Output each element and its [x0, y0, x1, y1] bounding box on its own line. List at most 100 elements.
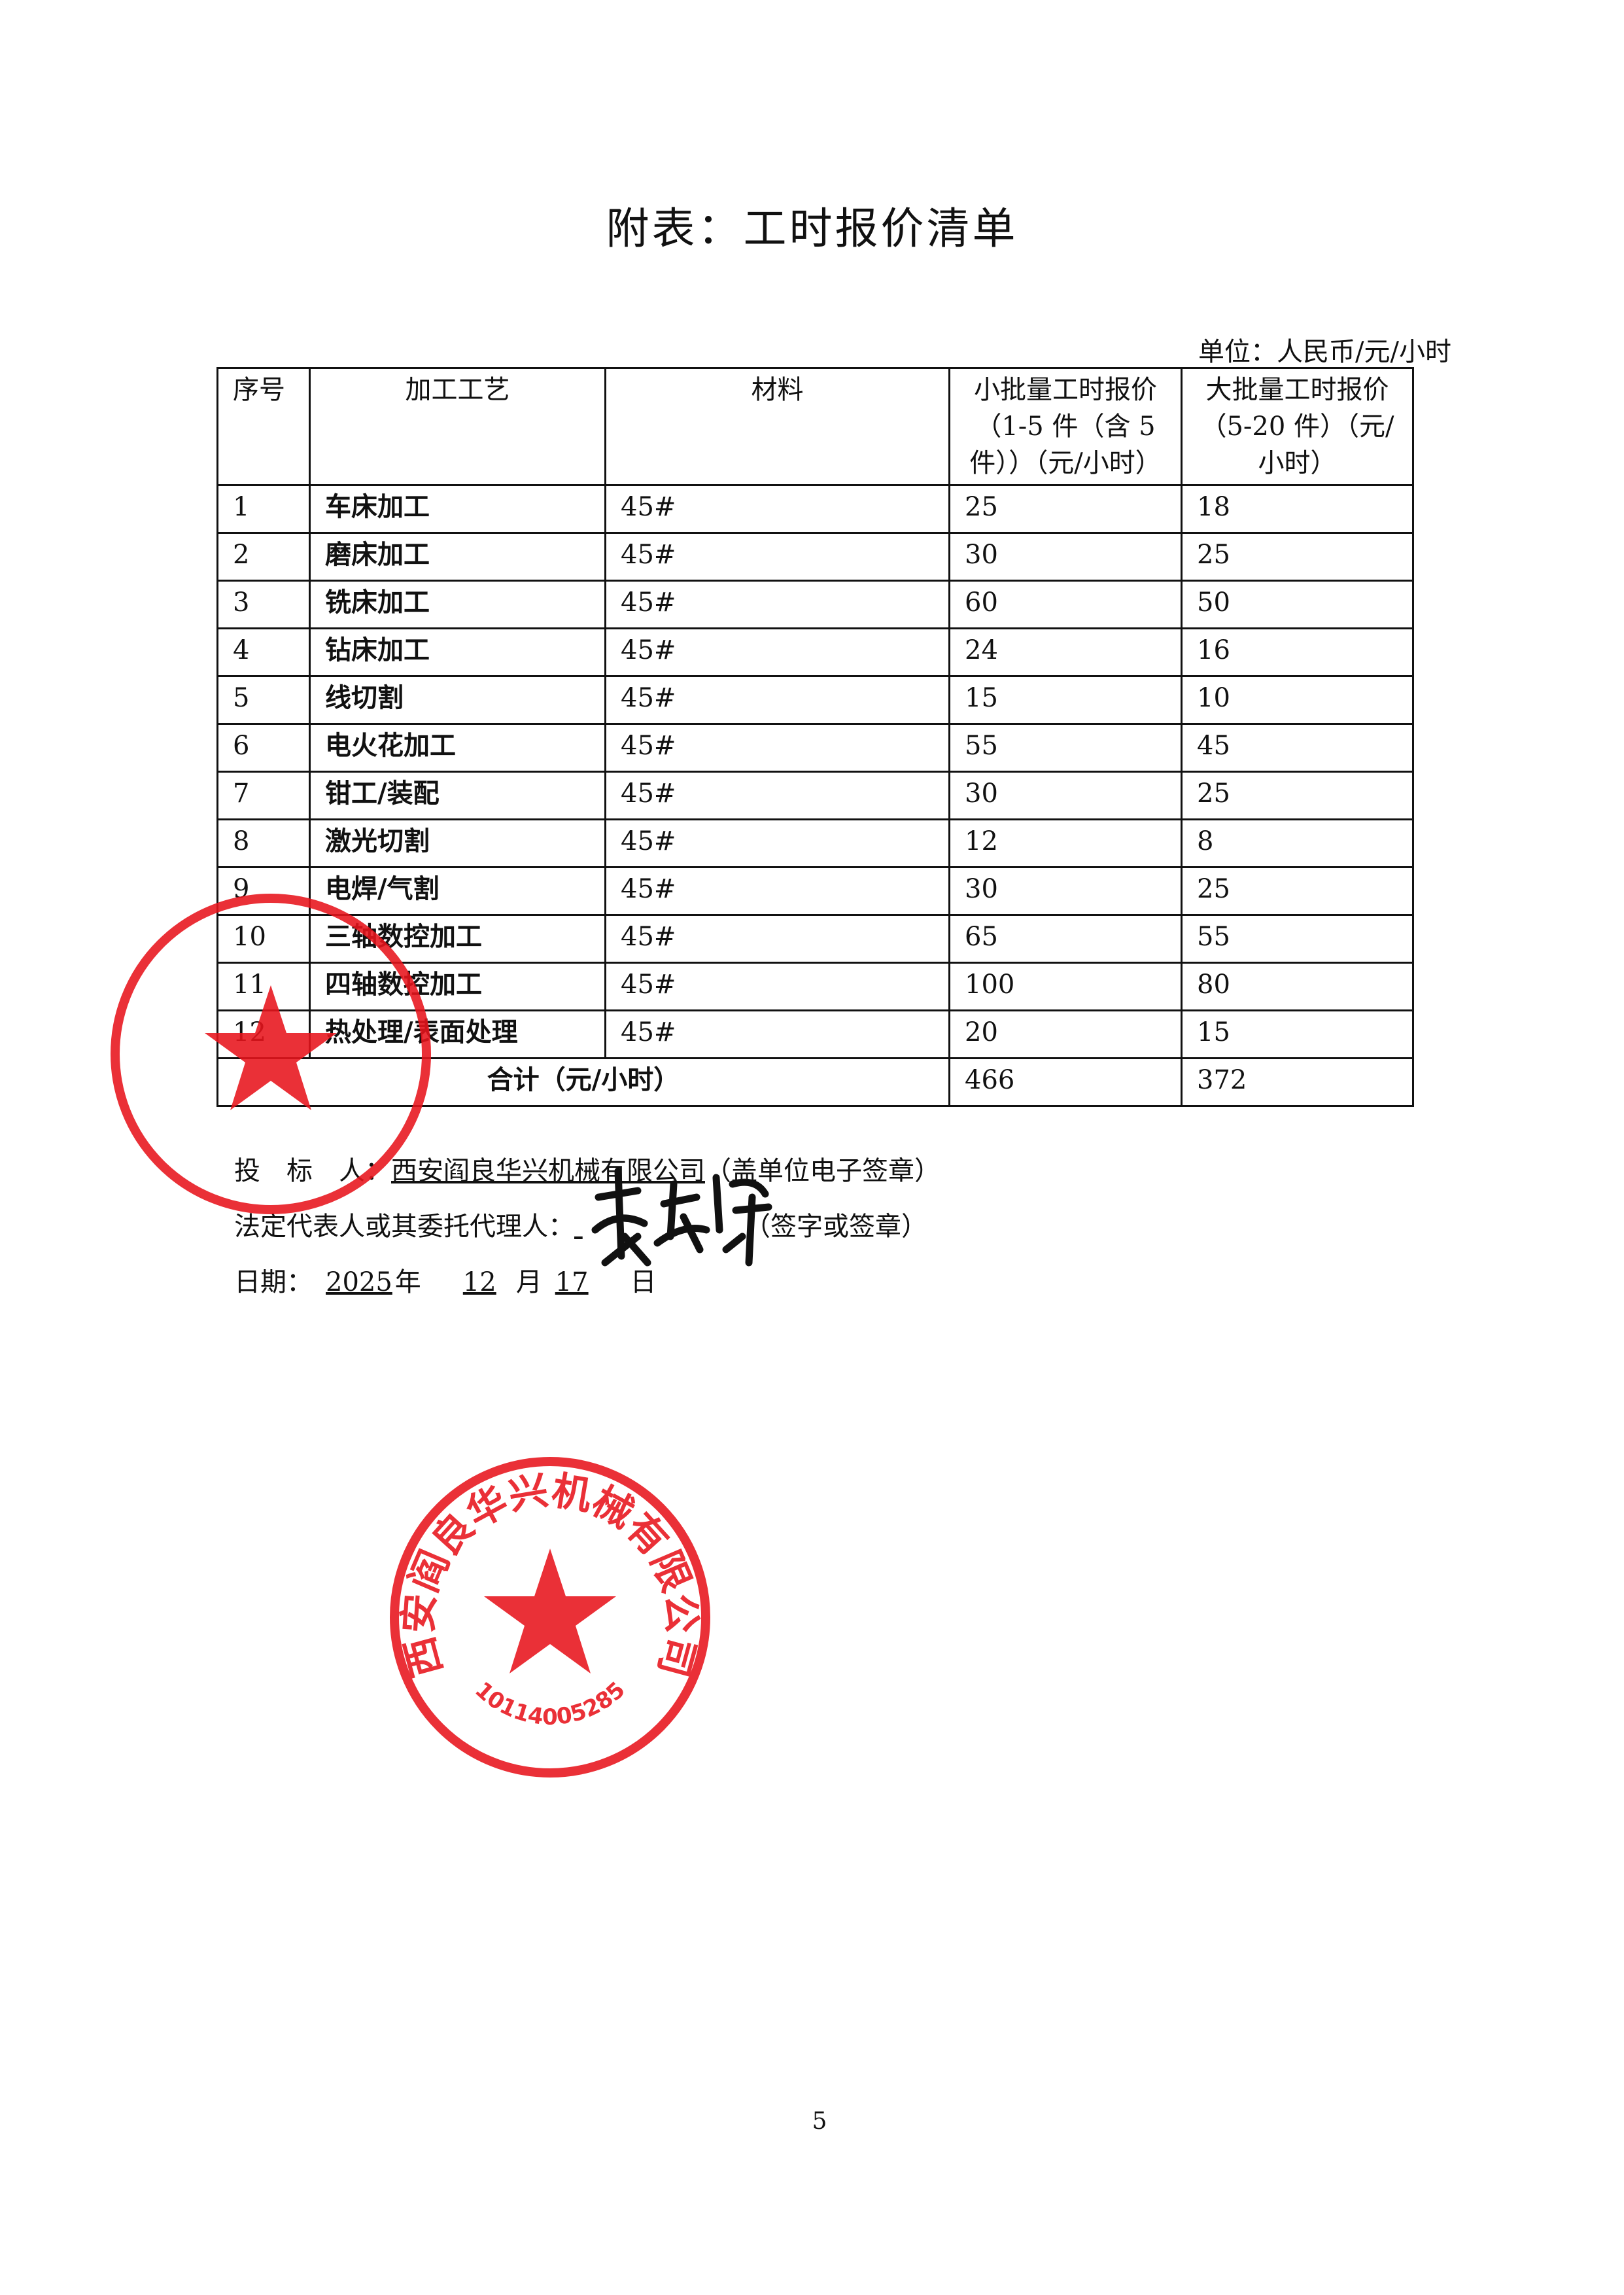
table-row: 8 激光切割 45# 12 8	[216, 818, 1414, 868]
row-large-batch-price: 18	[1181, 484, 1414, 534]
row-small-batch-price: 100	[948, 962, 1183, 1011]
table-row: 2 磨床加工 45# 30 25	[216, 532, 1414, 582]
date-month: 12	[462, 1267, 496, 1297]
row-process: 电火花加工	[309, 723, 606, 773]
row-number: 3	[216, 580, 311, 629]
representative-line: 法定代表人或其委托代理人： （签字或签章）	[234, 1205, 927, 1243]
table-row: 10 三轴数控加工 45# 65 55	[216, 914, 1414, 964]
row-small-batch-price: 60	[948, 580, 1183, 629]
date-line: 日期： 2025 年 12 月 17 日	[234, 1261, 657, 1299]
total-small: 466	[948, 1057, 1183, 1107]
row-small-batch-price: 12	[948, 818, 1183, 868]
row-material: 45#	[604, 771, 950, 820]
page-title: 附表：工时报价清单	[606, 203, 1018, 254]
row-material: 45#	[604, 1009, 950, 1059]
month-unit: 月	[515, 1267, 542, 1297]
row-small-batch-price: 25	[948, 484, 1183, 534]
star-icon	[205, 985, 337, 1110]
row-number: 9	[216, 866, 311, 916]
rep-note: （签字或签章）	[744, 1212, 927, 1242]
table-row: 7 钳工/装配 45# 30 25	[216, 771, 1414, 820]
header-process: 加工工艺	[309, 367, 606, 486]
seal-ring	[390, 1457, 710, 1778]
row-process: 车床加工	[309, 484, 606, 534]
star-icon	[484, 1549, 616, 1673]
table-row: 1 车床加工 45# 25 18	[216, 484, 1414, 534]
row-small-batch-price: 65	[948, 914, 1183, 964]
row-process: 电焊/气割	[309, 866, 606, 916]
row-small-batch-price: 15	[948, 675, 1183, 725]
row-material: 45#	[604, 723, 950, 773]
row-process: 钻床加工	[309, 627, 606, 677]
row-process: 铣床加工	[309, 580, 606, 629]
row-material: 45#	[604, 914, 950, 964]
row-material: 45#	[604, 580, 950, 629]
row-number: 10	[216, 914, 311, 964]
row-material: 45#	[604, 818, 950, 868]
header-no: 序号	[216, 367, 311, 486]
row-large-batch-price: 8	[1181, 818, 1414, 868]
row-material: 45#	[604, 962, 950, 1011]
bidder-name: 西安阎良华兴机械有限公司	[391, 1156, 705, 1186]
table-row: 5 线切割 45# 15 10	[216, 675, 1414, 725]
unit-note: 单位：人民币/元/小时	[1198, 337, 1451, 367]
date-day: 17	[555, 1267, 589, 1297]
date-year: 2025	[326, 1267, 392, 1297]
row-process: 四轴数控加工	[309, 962, 606, 1011]
row-number: 4	[216, 627, 311, 677]
seal-ring	[111, 894, 431, 1214]
year-unit: 年	[394, 1267, 421, 1297]
header-large-batch: 大批量工时报价（5-20 件）（元/小时）	[1181, 367, 1414, 486]
table-row: 3 铣床加工 45# 60 50	[216, 580, 1414, 629]
row-large-batch-price: 45	[1181, 723, 1414, 773]
table-row: 4 钻床加工 45# 24 16	[216, 627, 1414, 677]
row-number: 5	[216, 675, 311, 725]
row-material: 45#	[604, 675, 950, 725]
row-process: 线切割	[309, 675, 606, 725]
row-number: 2	[216, 532, 311, 582]
row-material: 45#	[604, 484, 950, 534]
row-number: 7	[216, 771, 311, 820]
header-material: 材料	[604, 367, 950, 486]
row-large-batch-price: 25	[1181, 532, 1414, 582]
row-number: 8	[216, 818, 311, 868]
table-row: 11 四轴数控加工 45# 100 80	[216, 962, 1414, 1011]
row-number: 6	[216, 723, 311, 773]
row-material: 45#	[604, 627, 950, 677]
table-row: 9 电焊/气割 45# 30 25	[216, 866, 1414, 916]
total-row: 合计（元/小时） 466 372	[216, 1057, 1414, 1107]
page-number: 5	[812, 2108, 827, 2135]
row-large-batch-price: 25	[1181, 771, 1414, 820]
row-small-batch-price: 20	[948, 1009, 1183, 1059]
row-small-batch-price: 30	[948, 771, 1183, 820]
row-number: 11	[216, 962, 311, 1011]
handwritten-signature	[591, 1167, 772, 1267]
day-unit: 日	[630, 1267, 657, 1297]
table-row: 6 电火花加工 45# 55 45	[216, 723, 1414, 773]
rep-label: 法定代表人或其委托代理人：	[234, 1212, 574, 1242]
svg-text:6101140052855: 6101140052855	[380, 1447, 631, 1730]
row-large-batch-price: 15	[1181, 1009, 1414, 1059]
total-label: 合计（元/小时）	[216, 1057, 950, 1107]
row-process: 激光切割	[309, 818, 606, 868]
company-seal-stamp	[111, 894, 431, 1214]
row-small-batch-price: 30	[948, 532, 1183, 582]
stamp-code: 6101140052855	[380, 1447, 631, 1730]
row-process: 热处理/表面处理	[309, 1009, 606, 1059]
row-large-batch-price: 16	[1181, 627, 1414, 677]
date-label: 日期：	[234, 1267, 313, 1297]
row-large-batch-price: 25	[1181, 866, 1414, 916]
row-material: 45#	[604, 866, 950, 916]
table-header-row: 序号 加工工艺 材料 小批量工时报价（1-5 件（含 5 件））（元/小时） 大…	[216, 367, 1414, 486]
total-large: 372	[1181, 1057, 1414, 1107]
row-large-batch-price: 80	[1181, 962, 1414, 1011]
row-small-batch-price: 24	[948, 627, 1183, 677]
row-process: 磨床加工	[309, 532, 606, 582]
row-small-batch-price: 30	[948, 866, 1183, 916]
row-large-batch-price: 50	[1181, 580, 1414, 629]
company-seal-stamp: 西安阎良华兴机械有限公司6101140052855	[380, 1447, 710, 1778]
row-number: 1	[216, 484, 311, 534]
row-large-batch-price: 55	[1181, 914, 1414, 964]
row-large-batch-price: 10	[1181, 675, 1414, 725]
row-material: 45#	[604, 532, 950, 582]
